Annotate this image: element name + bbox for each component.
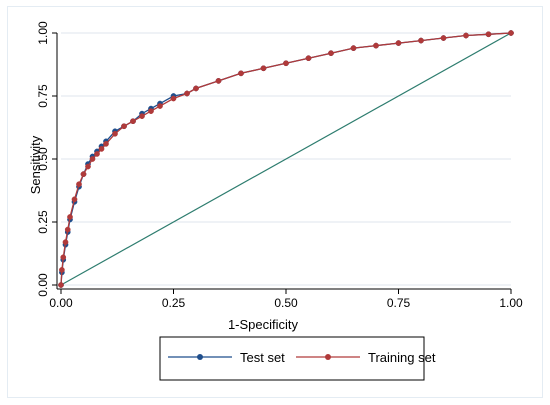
x-tick-label: 0.50 <box>274 296 298 310</box>
training-set-point <box>98 146 105 152</box>
training-set-point <box>59 267 65 273</box>
x-tick-label: 1.00 <box>499 296 523 310</box>
x-tick-label: 0.75 <box>387 296 411 310</box>
y-tick-label: 0.75 <box>36 84 50 108</box>
training-set-point <box>62 239 69 246</box>
y-tick-label: 0.00 <box>36 273 50 297</box>
training-set-point <box>103 141 109 147</box>
training-set-point <box>238 70 244 77</box>
training-set-point <box>67 214 73 220</box>
training-set-point <box>440 35 447 41</box>
legend-test-marker <box>197 354 203 360</box>
x-axis-label: 1-Specificity <box>228 317 299 332</box>
training-set-point <box>148 108 154 114</box>
training-set-point <box>112 130 118 137</box>
training-set-point <box>170 95 177 102</box>
training-set-point <box>60 254 67 261</box>
training-set-point <box>283 60 289 67</box>
training-set-point <box>139 113 145 120</box>
training-set-point <box>89 156 96 162</box>
training-set-point <box>463 32 469 39</box>
legend-box <box>159 336 425 381</box>
legend-train-marker <box>325 354 331 360</box>
training-set-point <box>64 226 71 233</box>
training-set-point <box>350 45 357 51</box>
training-set-point <box>508 30 514 36</box>
x-tick-label: 0.00 <box>49 296 73 310</box>
training-set-point <box>485 31 492 38</box>
training-set-point <box>80 171 87 177</box>
training-set-point <box>395 40 402 46</box>
chart-frame: 0.00 0.00 0.25 0.25 0.50 0.50 0.75 0.75 1.00 1.00… <box>7 6 543 398</box>
training-set-point <box>215 78 222 84</box>
y-tick-label: 1.00 <box>36 21 50 45</box>
training-set-point <box>71 196 78 203</box>
training-set-point <box>373 42 379 49</box>
training-set-point <box>260 65 267 72</box>
y-tick-label: 0.50 <box>36 147 50 171</box>
training-set-point <box>94 151 100 157</box>
training-set-point <box>85 163 91 170</box>
legend-test-label: Test set <box>240 350 285 365</box>
training-set-point <box>305 55 312 62</box>
legend-train-label: Training set <box>368 350 436 365</box>
y-tick-label: 0.25 <box>36 210 50 234</box>
x-tick-label: 0.25 <box>162 296 186 310</box>
training-set-point <box>130 118 136 125</box>
training-set-point <box>184 90 190 97</box>
training-set-point <box>328 50 334 57</box>
training-set-point <box>58 282 64 288</box>
training-set-point <box>193 85 199 92</box>
training-set-point <box>157 103 163 109</box>
reference-line <box>60 32 512 286</box>
legend: Test set Training set <box>159 336 436 381</box>
y-axis-label: Sensitivity <box>28 135 43 194</box>
training-set-point <box>76 181 82 188</box>
training-set-point <box>121 123 127 130</box>
training-set-point <box>418 37 424 44</box>
roc-chart: 0.000.00 0.25 0.25 0.50 0.50 0.75 0.75 1.00 1.00… <box>8 7 542 397</box>
